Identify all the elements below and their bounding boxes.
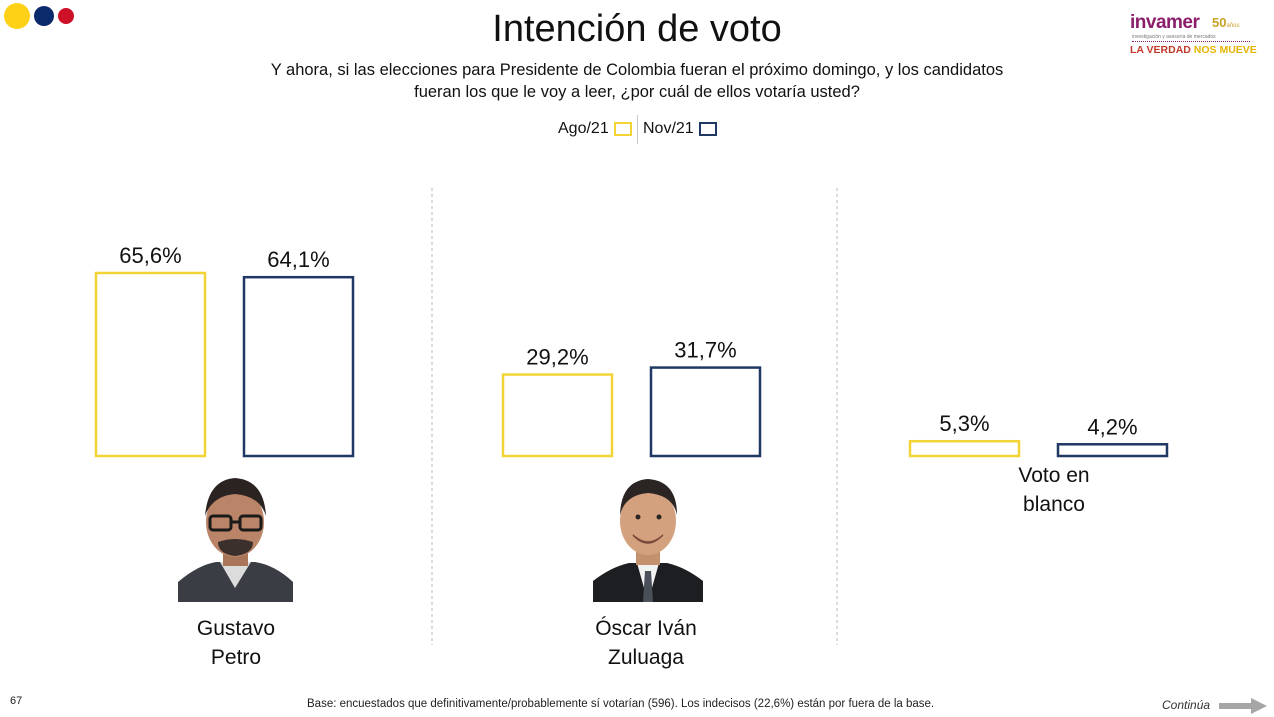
invamer-logo: invamer 50años investigación y asesoría … bbox=[1130, 12, 1257, 58]
legend-swatch-ago21 bbox=[613, 122, 632, 136]
candidate-name-petro-line2: Petro bbox=[210, 646, 262, 669]
candidate-name-blanco-line2: blanco bbox=[1023, 493, 1085, 516]
logo-divider bbox=[1132, 41, 1250, 42]
value-label-zuluaga-ago21: 29,2% bbox=[526, 345, 588, 370]
value-label-petro-ago21: 65,6% bbox=[119, 243, 181, 268]
legend-label-nov21: Nov/21 bbox=[643, 120, 694, 137]
candidate-photo-petro bbox=[178, 470, 293, 602]
candidate-name-petro: Gustavo Petro bbox=[161, 614, 311, 672]
continue-link[interactable]: Continúa bbox=[1162, 698, 1211, 712]
candidate-name-zuluaga-line2: Zuluaga bbox=[608, 646, 684, 669]
red-dot-icon bbox=[58, 8, 74, 24]
candidate-name-blanco-line1: Voto en bbox=[1018, 464, 1090, 487]
blue-dot-icon bbox=[34, 6, 54, 26]
legend-item-ago21: Ago/21 bbox=[558, 120, 632, 138]
bars-group: 65,6% 64,1% 29,2% 31,7% 5,3% 4,2% bbox=[94, 243, 1169, 458]
bar-petro-nov21 bbox=[242, 275, 355, 458]
value-label-zuluaga-nov21: 31,7% bbox=[674, 338, 736, 363]
logo-brand-text: invamer bbox=[1130, 12, 1200, 33]
logo-years-suffix: años bbox=[1226, 23, 1240, 29]
candidate-name-blanco: Voto en blanco bbox=[979, 461, 1129, 519]
logo-tagline-part1: LA VERDAD bbox=[1130, 44, 1191, 56]
legend-label-ago21: Ago/21 bbox=[558, 120, 609, 137]
bar-blanco-nov21 bbox=[1056, 443, 1169, 458]
candidate-photo-zuluaga bbox=[593, 473, 703, 602]
subtitle-line-1: Y ahora, si las elecciones para Presiden… bbox=[270, 61, 1004, 79]
candidate-name-zuluaga: Óscar Iván Zuluaga bbox=[566, 614, 726, 672]
logo-years-number: 50 bbox=[1212, 15, 1227, 30]
bar-petro-ago21 bbox=[94, 271, 207, 458]
page-number: 67 bbox=[10, 695, 23, 707]
value-label-petro-nov21: 64,1% bbox=[267, 247, 329, 272]
logo-sub-text: investigación y asesoría de mercados bbox=[1132, 34, 1216, 40]
subtitle-line-2: fueran los que le voy a leer, ¿por cuál … bbox=[414, 83, 860, 101]
bar-blanco-ago21 bbox=[908, 439, 1021, 458]
base-footnote: Base: encuestados que definitivamente/pr… bbox=[307, 698, 935, 710]
legend-swatch-nov21 bbox=[698, 122, 717, 136]
bar-zuluaga-ago21 bbox=[501, 373, 614, 458]
logo-tagline-part2: NOS MUEVE bbox=[1193, 44, 1257, 56]
yellow-dot-icon bbox=[4, 3, 30, 29]
legend-item-nov21: Nov/21 bbox=[643, 120, 717, 138]
value-label-blanco-ago21: 5,3% bbox=[939, 411, 989, 436]
continue-arrow-icon[interactable] bbox=[1219, 698, 1267, 714]
page-title: Intención de voto bbox=[492, 8, 782, 50]
bar-zuluaga-nov21 bbox=[649, 366, 762, 458]
candidate-name-petro-line1: Gustavo bbox=[196, 617, 276, 640]
question-subtitle: Y ahora, si las elecciones para Presiden… bbox=[237, 59, 1037, 103]
logo-tagline: LA VERDAD NOS MUEVE bbox=[1130, 44, 1257, 56]
candidate-name-zuluaga-line1: Óscar Iván bbox=[595, 617, 697, 640]
logo-years: 50años bbox=[1212, 15, 1239, 30]
legend-divider bbox=[637, 115, 638, 144]
value-label-blanco-nov21: 4,2% bbox=[1087, 414, 1137, 439]
